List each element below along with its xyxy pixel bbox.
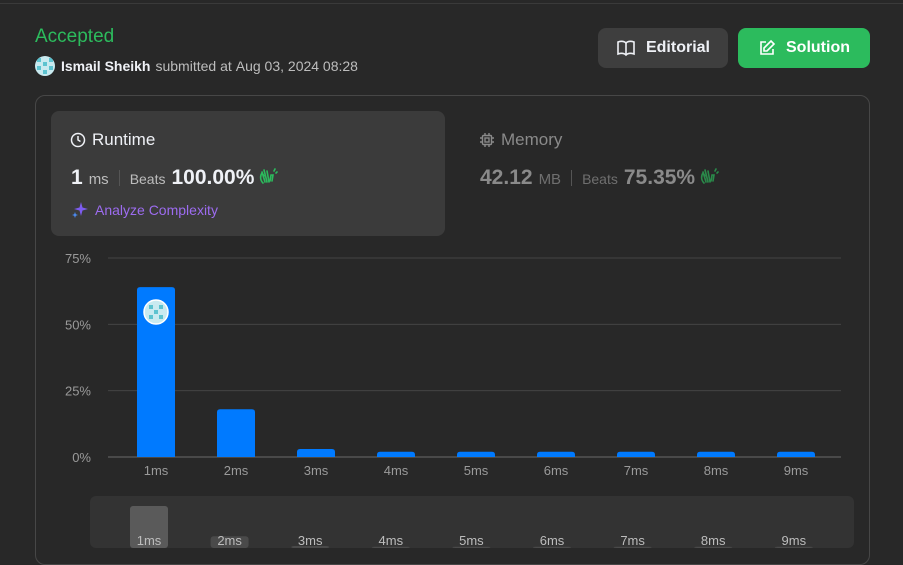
overview-bar[interactable] [452, 546, 491, 548]
chart-bar[interactable] [297, 449, 335, 457]
chart-bar[interactable] [457, 451, 495, 457]
x-tick-label: 9ms [784, 463, 809, 478]
overview-bar[interactable] [371, 546, 410, 548]
overview-label: 9ms [782, 533, 807, 548]
runtime-beats-label: Beats [129, 171, 166, 187]
metric-divider [118, 170, 120, 186]
memory-beats-label: Beats [582, 171, 618, 187]
metric-divider [571, 170, 573, 186]
overview-label: 6ms [540, 533, 565, 548]
overview-label: 5ms [459, 533, 484, 548]
overview-bar[interactable] [774, 546, 813, 548]
your-submission-avatar [143, 299, 169, 325]
overview-label: 2ms [217, 533, 242, 548]
memory-metric: 42.12 MB Beats 75.35% [480, 166, 719, 190]
overview-bar[interactable] [533, 546, 571, 548]
runtime-unit: ms [88, 171, 109, 188]
edit-icon [760, 39, 776, 55]
chart-bar[interactable] [777, 451, 815, 457]
runtime-card[interactable] [51, 111, 445, 236]
overview-bar[interactable] [291, 546, 330, 548]
chart-bar[interactable] [137, 287, 175, 457]
overview-bar[interactable] [130, 506, 168, 548]
y-tick-label: 0% [72, 450, 91, 465]
overview-label: 1ms [137, 533, 162, 548]
chart-bar[interactable] [537, 451, 575, 457]
overview-label: 4ms [379, 533, 404, 548]
submitted-label: submitted at [155, 58, 232, 74]
overview-bar[interactable] [613, 546, 652, 548]
overview-label: 8ms [701, 533, 726, 548]
submission-byline: Ismail Sheikh submitted at Aug 03, 2024 … [35, 56, 358, 76]
chart-bar[interactable] [217, 409, 255, 457]
x-tick-label: 8ms [704, 463, 729, 478]
overview-bar[interactable] [694, 546, 733, 548]
overview-label: 3ms [298, 533, 323, 548]
memory-title-label: Memory [501, 130, 563, 149]
book-open-icon [617, 40, 635, 57]
editorial-button[interactable]: Editorial [598, 28, 728, 68]
runtime-metric: 1 ms Beats 100.00% [71, 166, 279, 190]
x-tick-label: 3ms [304, 463, 329, 478]
y-tick-label: 50% [65, 317, 91, 332]
overview-bar[interactable] [210, 536, 249, 548]
solution-button[interactable]: Solution [738, 28, 870, 68]
top-divider [0, 3, 903, 4]
chart-bar[interactable] [377, 451, 415, 457]
x-tick-label: 5ms [464, 463, 489, 478]
x-tick-label: 7ms [624, 463, 649, 478]
clock-icon [70, 132, 86, 148]
analyze-complexity-label: Analyze Complexity [95, 202, 218, 218]
runtime-beats-pct: 100.00% [171, 166, 255, 189]
x-tick-label: 1ms [144, 463, 169, 478]
clapping-hands-icon [699, 167, 719, 190]
y-tick-label: 25% [65, 384, 91, 399]
editorial-label: Editorial [645, 39, 710, 56]
username[interactable]: Ismail Sheikh [61, 58, 151, 74]
memory-value: 42.12 [480, 166, 533, 189]
memory-beats-pct: 75.35% [623, 166, 696, 189]
solution-label: Solution [786, 39, 850, 56]
clapping-hands-icon [258, 167, 279, 190]
y-tick-label: 75% [65, 251, 91, 266]
runtime-title-label: Runtime [92, 130, 156, 149]
chart-bar[interactable] [697, 451, 735, 457]
analyze-complexity-link[interactable]: Analyze Complexity [71, 201, 218, 219]
overview-label: 7ms [620, 533, 645, 548]
chip-icon [480, 133, 494, 147]
sparkle-icon [72, 202, 88, 218]
x-tick-label: 4ms [384, 463, 409, 478]
submission-status: Accepted [35, 26, 115, 47]
x-tick-label: 6ms [544, 463, 569, 478]
memory-unit: MB [538, 171, 562, 188]
submission-datetime: Aug 03, 2024 08:28 [235, 58, 358, 74]
runtime-value: 1 [71, 166, 83, 189]
memory-title[interactable]: Memory [479, 130, 562, 150]
avatar[interactable] [35, 56, 55, 76]
chart-bar[interactable] [617, 451, 655, 457]
runtime-title: Runtime [70, 130, 155, 150]
x-tick-label: 2ms [224, 463, 249, 478]
